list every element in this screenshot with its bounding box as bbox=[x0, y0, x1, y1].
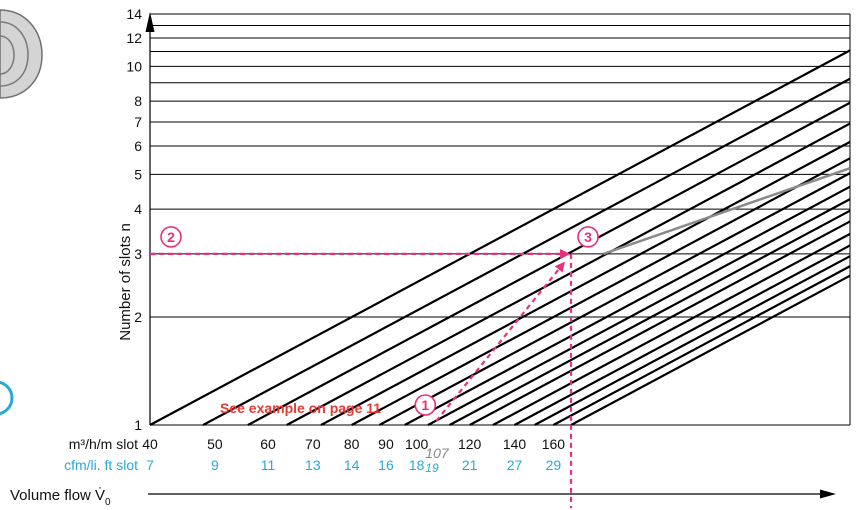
x-axis-title-subscript: 0 bbox=[105, 497, 111, 508]
x-tick-label-secondary: 16 bbox=[378, 457, 394, 473]
x-tick-label-primary: 60 bbox=[260, 436, 276, 452]
example-marker-3-circle bbox=[577, 226, 599, 248]
x-tick-label-secondary: 18 bbox=[409, 457, 425, 473]
flow-line bbox=[534, 255, 851, 426]
y-tick-label: 5 bbox=[134, 166, 142, 182]
flow-line bbox=[427, 198, 851, 426]
product-icon-fragment bbox=[0, 380, 14, 416]
x-tick-label-secondary: 29 bbox=[546, 457, 562, 473]
x-tick-label-secondary: 11 bbox=[261, 457, 276, 473]
example-marker-2: 2 bbox=[167, 229, 175, 245]
y-tick-label: 12 bbox=[126, 30, 142, 46]
x-unit-secondary-label: cfm/li. ft slot bbox=[64, 457, 138, 473]
y-tick-label: 3 bbox=[134, 246, 142, 262]
y-tick-label: 14 bbox=[126, 6, 142, 22]
x-tick-label-primary: 50 bbox=[207, 436, 223, 452]
x-tick-label-secondary: 13 bbox=[305, 457, 321, 473]
example-start-label-secondary: 19 bbox=[425, 461, 439, 475]
flow-line bbox=[202, 77, 851, 426]
x-tick-label-primary: 140 bbox=[503, 436, 527, 452]
example-marker-2-circle bbox=[160, 226, 182, 248]
flow-line bbox=[570, 274, 851, 426]
flow-line bbox=[404, 185, 851, 426]
x-axis bbox=[148, 489, 836, 499]
x-tick-label-primary: 70 bbox=[305, 436, 321, 452]
x-tick-label-primary: 100 bbox=[405, 436, 429, 452]
flow-line bbox=[514, 244, 851, 426]
flow-line bbox=[247, 101, 851, 426]
x-tick-label-secondary: 7 bbox=[146, 457, 154, 473]
y-tick-label: 1 bbox=[134, 417, 142, 433]
flow-line bbox=[492, 232, 851, 426]
tick-labels: 1234567810121440750960117013801490161001… bbox=[126, 6, 565, 475]
x-tick-label-primary: 80 bbox=[344, 436, 360, 452]
x-tick-label-secondary: 9 bbox=[211, 457, 219, 473]
x-unit-primary-label: m³/h/m slot bbox=[69, 436, 138, 452]
x-tick-label-primary: 40 bbox=[142, 436, 158, 452]
y-tick-label: 10 bbox=[126, 58, 142, 74]
flow-line bbox=[320, 140, 851, 426]
flow-lines bbox=[149, 49, 851, 426]
flow-line bbox=[469, 220, 851, 426]
x-tick-label-primary: 160 bbox=[542, 436, 566, 452]
flow-line bbox=[449, 209, 851, 426]
x-axis-title: Volume flow V̇0 bbox=[10, 487, 111, 508]
y-tick-label: 7 bbox=[134, 114, 142, 130]
y-tick-label: 4 bbox=[134, 201, 142, 217]
example-overlay: 1 2 3 See example on page 11 bbox=[150, 226, 599, 508]
x-tick-label-secondary: 14 bbox=[344, 457, 360, 473]
flow-line bbox=[378, 172, 851, 426]
example-flow-arrow bbox=[435, 261, 565, 422]
x-tick-label-primary: 90 bbox=[378, 436, 394, 452]
flow-line bbox=[149, 49, 851, 426]
grey-flow-line bbox=[602, 167, 851, 256]
x-tick-label-secondary: 27 bbox=[507, 457, 523, 473]
y-axis-label: Number of slots n bbox=[117, 223, 134, 341]
grid bbox=[150, 13, 851, 426]
example-marker-1: 1 bbox=[421, 397, 429, 413]
y-axis bbox=[145, 12, 155, 425]
example-marker-1-circle bbox=[414, 394, 437, 416]
x-tick-label-secondary: 21 bbox=[462, 457, 478, 473]
example-marker-3: 3 bbox=[584, 229, 592, 245]
y-tick-label: 6 bbox=[134, 138, 142, 154]
flow-line bbox=[286, 122, 851, 426]
example-start-label-primary: 107 bbox=[425, 445, 450, 461]
product-image-fragment bbox=[0, 9, 43, 99]
flow-line bbox=[351, 157, 851, 426]
y-tick-label: 8 bbox=[134, 93, 142, 109]
example-note: See example on page 11 bbox=[220, 400, 381, 416]
flow-line bbox=[552, 265, 851, 426]
y-tick-label: 2 bbox=[134, 309, 142, 325]
x-tick-label-primary: 120 bbox=[458, 436, 482, 452]
